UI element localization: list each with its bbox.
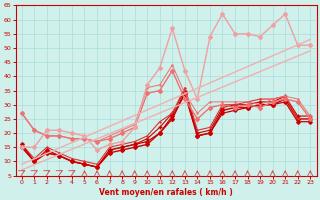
X-axis label: Vent moyen/en rafales ( km/h ): Vent moyen/en rafales ( km/h ) bbox=[99, 188, 233, 197]
